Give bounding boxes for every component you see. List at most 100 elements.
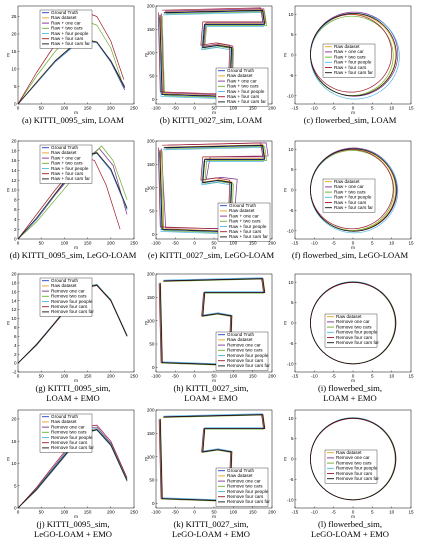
chart-panel-d: 0 50 100 150 200 250 0 2 4 6 8 10 12 14 16 18 20 m m Ground… — [6, 139, 140, 273]
legend-label: Remove four cars far — [227, 363, 270, 368]
x-tick-label: 50 — [39, 510, 45, 515]
x-tick-label: 150 — [84, 241, 92, 246]
legend-label: Raw dataset — [227, 337, 253, 342]
x-tick-label: 150 — [84, 106, 92, 111]
series-line — [18, 40, 126, 104]
legend-box — [217, 202, 271, 242]
x-tick-label: -50 — [172, 510, 179, 515]
legend-box — [215, 67, 269, 107]
legend-label: Remove two cars — [336, 324, 372, 329]
panel-caption: (l) flowerbed_sim, LeGO-LOAM + EMO — [283, 519, 417, 539]
legend-label: Raw + four cars — [51, 36, 84, 41]
y-tick-label: 20 — [11, 139, 17, 144]
y-axis-label: m — [6, 53, 11, 57]
y-tick-label: 12 — [11, 307, 17, 312]
y-tick-label: 8 — [14, 325, 17, 330]
series-group — [310, 281, 397, 365]
x-tick-label: 15 — [408, 106, 414, 111]
chart-j: 0 50 100 150 200 250 0 5 10 15 20 m m Ground TruthRaw… — [6, 409, 138, 519]
y-tick-label: -10 — [287, 228, 294, 233]
legend-label: Raw dataset — [51, 283, 77, 288]
series-group — [158, 413, 266, 502]
y-tick-label: 12 — [11, 178, 17, 183]
legend-label: Raw + four cars — [229, 229, 262, 234]
y-tick-label: 10 — [288, 280, 294, 285]
y-axis-label: m — [144, 321, 149, 325]
legend-label: Raw + two cars — [334, 54, 366, 59]
panel-caption: (f) flowerbed_sim, LeGO-LOAM — [283, 250, 417, 261]
series-line — [159, 10, 265, 98]
y-tick-label: 10 — [11, 461, 17, 466]
series-line — [310, 417, 396, 501]
panel-caption-line: (j) KITTI_0095_sim, — [36, 519, 110, 529]
x-tick-label: 150 — [84, 510, 92, 515]
legend-label: Raw dataset — [51, 150, 77, 155]
x-axis-label: m — [212, 245, 216, 250]
x-tick-label: 250 — [130, 510, 138, 515]
series-line — [310, 281, 396, 365]
y-tick-label: -5 — [289, 73, 294, 78]
y-tick-label: -5 — [289, 477, 294, 482]
legend-label: Raw + four people — [229, 224, 267, 229]
panel-caption-line: LOAM + EMO — [323, 392, 377, 403]
series-line — [157, 142, 264, 230]
x-tick-label: 100 — [229, 510, 237, 515]
y-tick-label: 20 — [11, 417, 17, 422]
y-tick-label: 15 — [11, 49, 17, 54]
series-line — [310, 13, 397, 97]
y-tick-label: 16 — [11, 158, 17, 163]
legend-label: Ground Truth — [51, 10, 79, 15]
legend-label: Remove one car — [227, 478, 261, 483]
panel-caption-line: LeGO-LOAM + EMO — [34, 528, 112, 539]
x-tick-label: -5 — [332, 241, 337, 246]
legend-label: Raw dataset — [334, 44, 360, 49]
x-tick-label: 150 — [249, 106, 257, 111]
series-group — [310, 147, 399, 234]
x-tick-label: 5 — [371, 374, 374, 379]
legend-label: Raw dataset — [51, 419, 77, 424]
legend-box — [215, 331, 269, 371]
y-tick-label: 0 — [152, 232, 155, 237]
x-tick-label: 200 — [268, 106, 276, 111]
legend-box — [39, 9, 93, 49]
x-tick-label: 15 — [408, 241, 414, 246]
legend-label: Ground Truth — [227, 468, 255, 473]
panel-caption: (c) flowerbed_sim, LOAM — [283, 115, 417, 126]
y-tick-label: 2 — [14, 227, 17, 232]
x-tick-label: -15 — [292, 106, 299, 111]
panel-caption: (a) KITTI_0095_sim, LOAM — [6, 115, 140, 126]
x-tick-label: 5 — [371, 241, 374, 246]
legend-label: Ground Truth — [227, 68, 255, 73]
x-tick-label: -10 — [311, 374, 318, 379]
y-tick-label: 0 — [14, 102, 17, 107]
x-tick-label: 0 — [352, 241, 355, 246]
y-tick-label: 0 — [152, 501, 155, 506]
y-tick-label: 6 — [14, 207, 17, 212]
panel-caption-line: (f) flowerbed_sim, LeGO-LOAM — [291, 250, 409, 260]
y-tick-label: 150 — [147, 162, 155, 167]
chart-d: 0 50 100 150 200 250 0 2 4 6 8 10 12 14 16 18 20 m m Ground… — [6, 139, 139, 250]
y-tick-label: 50 — [149, 209, 155, 214]
legend-label: Remove four cars — [336, 471, 373, 476]
chart-panel-a: 0 50 100 150 200 250 0 5 10 15 20 25 m m Ground Truth R… — [6, 4, 140, 138]
x-tick-label: 10 — [389, 241, 395, 246]
legend-label: Remove four cars — [51, 440, 88, 445]
chart-panel-l: -15 -10 -5 0 5 10 15 -10 -5 0 5 10 m m Raw dataset Remo… — [283, 408, 417, 542]
legend-box — [322, 178, 376, 213]
y-tick-label: 100 — [147, 454, 155, 459]
x-tick-label: 0 — [352, 374, 355, 379]
series-line — [161, 146, 267, 234]
y-tick-label: 16 — [11, 289, 17, 294]
y-axis-label: m — [283, 188, 288, 192]
legend-label: Raw + four cars far — [334, 70, 373, 75]
legend-label: Raw + four people — [227, 89, 265, 94]
legend-label: Ground Truth — [51, 414, 79, 419]
x-tick-label: 5 — [371, 510, 374, 515]
legend-label: Remove one car — [336, 455, 370, 460]
x-tick-label: 250 — [130, 106, 138, 111]
